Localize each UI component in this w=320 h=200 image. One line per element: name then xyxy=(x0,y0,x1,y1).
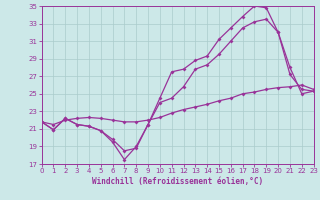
X-axis label: Windchill (Refroidissement éolien,°C): Windchill (Refroidissement éolien,°C) xyxy=(92,177,263,186)
